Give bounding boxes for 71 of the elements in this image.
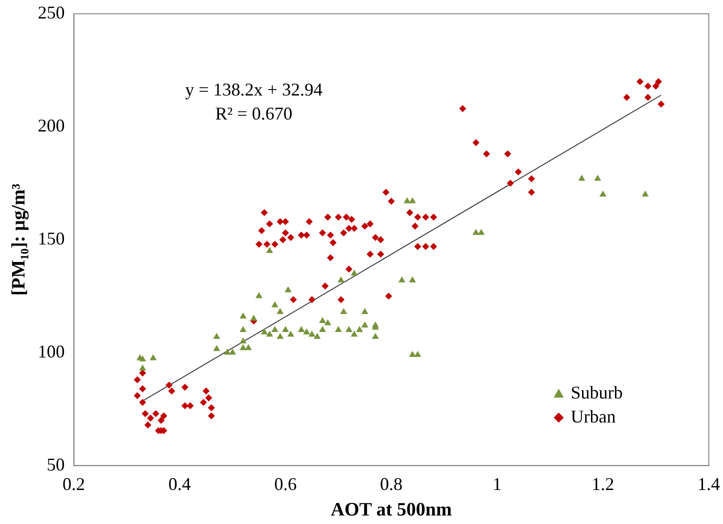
point xyxy=(244,344,252,350)
point xyxy=(139,355,146,362)
point xyxy=(599,190,606,197)
point xyxy=(472,228,480,235)
point xyxy=(266,330,274,337)
y-tick-label: 150 xyxy=(38,228,65,248)
point xyxy=(282,326,289,332)
x-tick-label: 1.4 xyxy=(698,474,720,494)
annotation: y = 138.2x + 32.94 xyxy=(185,80,322,100)
x-tick-label: 0.4 xyxy=(168,474,191,494)
x-tick-label: 1 xyxy=(492,474,502,494)
point xyxy=(408,197,416,204)
point xyxy=(240,344,247,350)
point xyxy=(314,332,321,339)
legend-label: Urban xyxy=(570,406,616,426)
point xyxy=(356,326,363,332)
y-tick-label: 200 xyxy=(38,115,65,136)
point xyxy=(250,314,258,321)
x-tick-label: 0.8 xyxy=(380,474,403,494)
point xyxy=(642,190,649,197)
point xyxy=(408,276,416,282)
point xyxy=(594,174,602,181)
point xyxy=(372,332,379,339)
point xyxy=(361,308,368,314)
point xyxy=(276,332,284,339)
x-axis-title: AOT at 500nm xyxy=(330,500,452,521)
point xyxy=(350,270,358,276)
point xyxy=(350,330,358,337)
point xyxy=(308,330,316,337)
point xyxy=(213,345,220,352)
point xyxy=(578,174,586,181)
point xyxy=(361,322,368,328)
point xyxy=(340,308,348,314)
point xyxy=(271,301,278,308)
point xyxy=(256,292,262,298)
point xyxy=(229,348,236,355)
point xyxy=(303,328,310,334)
point xyxy=(139,364,146,370)
point xyxy=(240,312,247,319)
y-tick-label: 50 xyxy=(46,454,65,474)
point xyxy=(334,326,342,332)
point xyxy=(240,326,247,332)
point xyxy=(414,350,422,357)
point xyxy=(408,350,416,357)
point xyxy=(276,308,284,314)
x-tick-label: 0.2 xyxy=(62,474,86,494)
y-tick-label: 100 xyxy=(38,341,65,362)
point xyxy=(287,330,294,337)
point xyxy=(213,332,220,339)
x-tick-label: 1.2 xyxy=(592,474,614,494)
point xyxy=(398,276,406,282)
point xyxy=(319,326,326,332)
point xyxy=(284,286,292,292)
point xyxy=(150,354,157,360)
point xyxy=(345,326,352,332)
point xyxy=(319,317,326,324)
point xyxy=(240,337,247,344)
point xyxy=(324,319,332,326)
point xyxy=(260,328,268,334)
point xyxy=(478,228,485,235)
point xyxy=(338,276,344,282)
point xyxy=(266,246,274,253)
point xyxy=(224,348,231,355)
annotation: R² = 0.670 xyxy=(215,104,292,124)
x-tick-label: 0.6 xyxy=(274,474,297,494)
y-tick-label: 250 xyxy=(38,2,65,23)
y-axis-title: [PM₁₀]: µg/m³ xyxy=(8,183,30,296)
point xyxy=(298,326,305,332)
point xyxy=(404,197,411,204)
legend-label: Suburb xyxy=(570,382,623,402)
point xyxy=(271,326,278,332)
